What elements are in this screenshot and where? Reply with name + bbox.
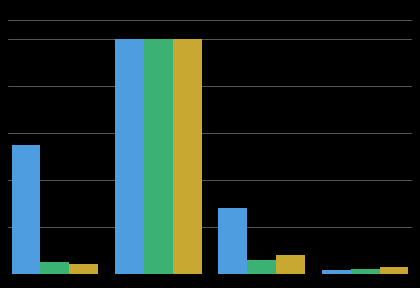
Bar (11, 145, 40, 274)
Bar (218, 208, 247, 274)
Bar (247, 259, 276, 274)
Bar (115, 39, 144, 274)
Bar (40, 262, 69, 274)
Bar (144, 39, 173, 274)
Bar (276, 255, 305, 274)
Bar (351, 269, 380, 274)
Bar (380, 267, 409, 274)
Bar (173, 39, 202, 274)
Bar (322, 270, 351, 274)
Bar (69, 264, 98, 274)
